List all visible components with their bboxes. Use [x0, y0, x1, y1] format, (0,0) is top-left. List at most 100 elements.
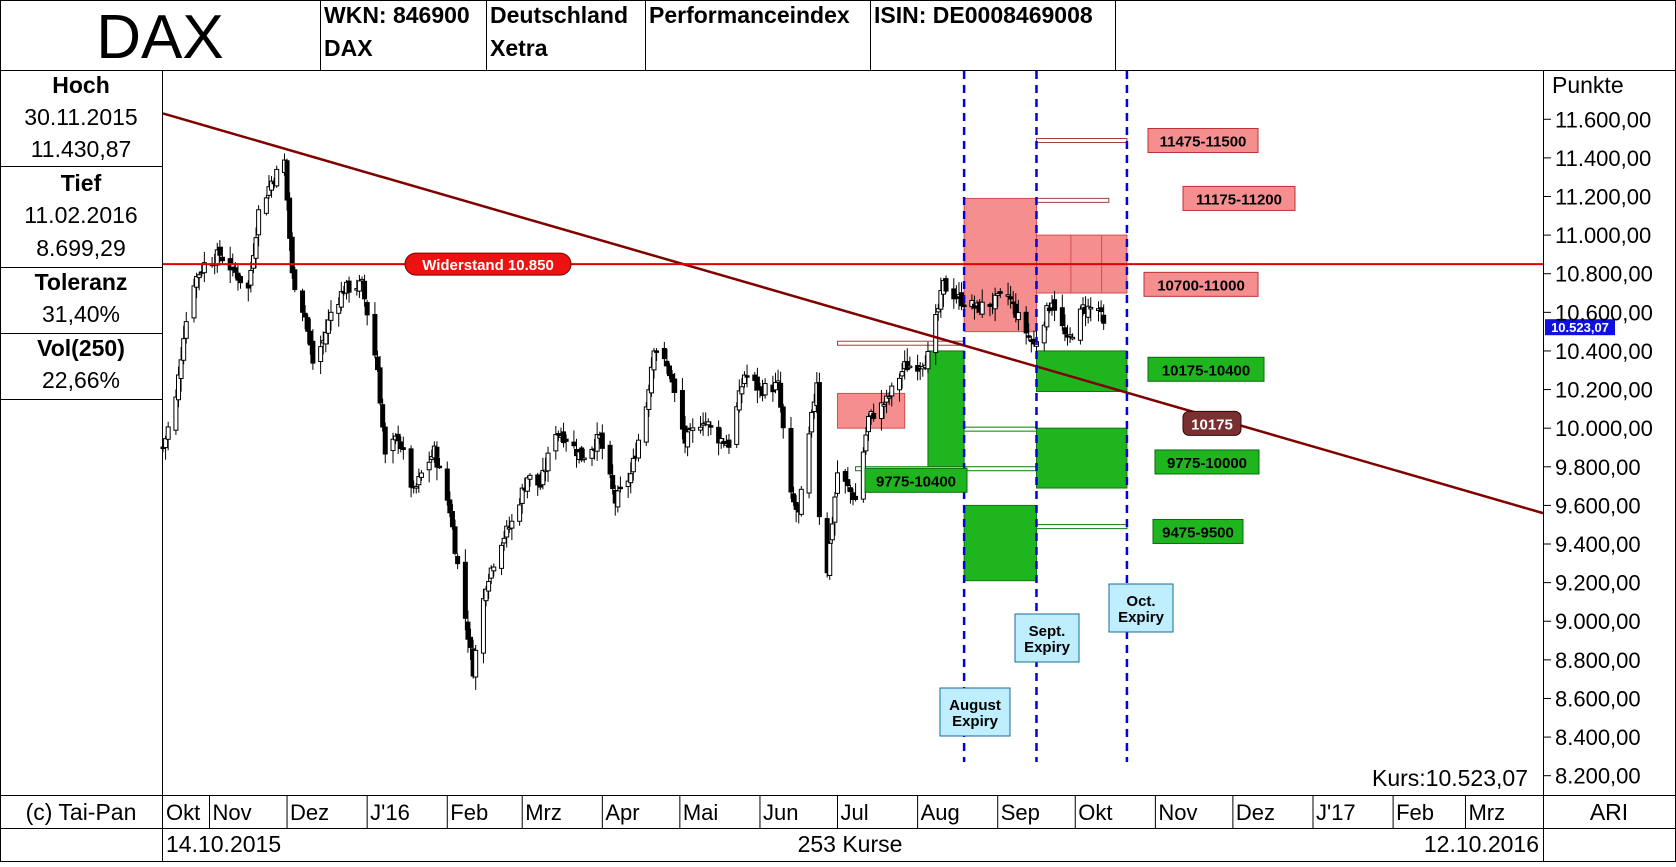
- expiry-label-box: [1014, 613, 1080, 663]
- last-price-label: 10.523,07: [1551, 320, 1609, 335]
- candle-body: [646, 389, 652, 410]
- y-tick-label: 11.000,00: [1555, 223, 1651, 248]
- y-tick-label: 11.200,00: [1555, 184, 1651, 209]
- x-tick-label: Dez: [290, 800, 329, 825]
- candle-body: [1062, 327, 1068, 335]
- candle-body: [253, 237, 259, 259]
- candle-body: [486, 581, 492, 592]
- x-tick-label: Okt: [1078, 800, 1112, 825]
- y-tick-label: 8.400,00: [1555, 725, 1641, 750]
- green-zone: [927, 350, 965, 468]
- candle-body: [362, 280, 368, 300]
- header-title: DAX: [96, 3, 223, 72]
- y-tick-label: 10.400,00: [1555, 339, 1653, 364]
- candle-body: [1067, 334, 1073, 337]
- expiry-label-box: [1108, 583, 1174, 633]
- y-tick-label: 10.600,00: [1555, 300, 1653, 325]
- resistance-label: Widerstand 10.850: [422, 257, 554, 274]
- candle-body: [1085, 305, 1091, 318]
- y-tick-label: 11.600,00: [1555, 107, 1651, 132]
- candle-body: [553, 434, 559, 452]
- candle-body: [509, 520, 515, 529]
- candle-body: [607, 444, 613, 475]
- zone-label-box: [1182, 185, 1296, 211]
- candle-body: [444, 468, 450, 501]
- candle-body: [829, 523, 835, 541]
- candle-body: [196, 274, 202, 279]
- candle-body: [705, 421, 711, 426]
- candle-body: [426, 461, 432, 471]
- candle-body: [499, 544, 505, 569]
- candle-body: [163, 438, 169, 449]
- candle-body: [380, 404, 386, 428]
- x-tick-label: Mrz: [1468, 800, 1505, 825]
- candle-body: [519, 487, 525, 504]
- candle-body: [809, 411, 815, 433]
- candle-body: [617, 486, 623, 490]
- candle-body: [310, 340, 316, 364]
- y-tick-label: 9.000,00: [1555, 609, 1641, 634]
- candle-body: [219, 256, 225, 262]
- x-tick-label: Dez: [1236, 800, 1275, 825]
- candle-body: [581, 457, 587, 461]
- candle-body: [416, 476, 422, 486]
- candle-body: [269, 180, 275, 191]
- candle-body: [390, 438, 396, 452]
- candle-body: [845, 479, 851, 487]
- candle-body: [1023, 311, 1029, 334]
- candle-body: [1044, 305, 1050, 328]
- candle-body: [594, 434, 600, 452]
- candle-body: [630, 457, 636, 473]
- candle-body: [672, 378, 678, 393]
- candle-body: [214, 249, 220, 266]
- green-zone: [963, 504, 1037, 582]
- candle-body: [599, 432, 605, 449]
- zone-label: 10175: [1191, 416, 1233, 433]
- y-tick-label: 11.400,00: [1555, 146, 1651, 171]
- candle-body: [483, 588, 489, 602]
- candle-body: [540, 469, 546, 486]
- candle-body: [1070, 336, 1076, 340]
- header-index-type: Performanceindex: [649, 2, 850, 28]
- stat-low-date: 11.02.2016: [24, 202, 137, 228]
- y-tick-label: 9.600,00: [1555, 493, 1641, 518]
- candle-body: [1088, 306, 1094, 310]
- x-tick-label: Nov: [1158, 800, 1197, 825]
- zone-label-box: [1154, 449, 1260, 475]
- expiry-label: Sept.: [1029, 623, 1066, 640]
- candle-body: [907, 365, 913, 369]
- candle-body: [778, 382, 784, 408]
- candle-body: [754, 376, 760, 391]
- candle-body: [1077, 308, 1083, 341]
- x-tick-label: J'16: [370, 800, 410, 825]
- x-tick-label: J'17: [1316, 800, 1356, 825]
- candle-body: [1046, 307, 1052, 312]
- candle-body: [336, 303, 342, 314]
- stat-high-label: Hoch: [52, 72, 110, 98]
- candle-body: [356, 280, 362, 292]
- candle-body: [951, 288, 957, 300]
- candle-body: [338, 291, 344, 308]
- y-tick-label: 9.400,00: [1555, 532, 1641, 557]
- candle-body: [757, 386, 763, 389]
- candle-body: [718, 438, 724, 444]
- x-tick-label: Okt: [166, 800, 200, 825]
- candle-body: [382, 426, 388, 455]
- candle-body: [780, 406, 786, 429]
- candle-body: [628, 473, 634, 484]
- y-tick-label: 8.200,00: [1555, 764, 1641, 789]
- candle-body: [1080, 304, 1086, 309]
- candle-body: [661, 347, 667, 360]
- header-country: Deutschland: [490, 2, 628, 28]
- candle-body: [772, 382, 778, 391]
- candle-body: [300, 290, 306, 313]
- stat-high-date: 30.11.2015: [24, 104, 137, 130]
- candle-body: [359, 278, 365, 282]
- candle-body: [648, 366, 654, 394]
- candle-body: [762, 383, 768, 396]
- candle-body: [318, 346, 324, 363]
- candle-body: [897, 377, 903, 391]
- candle-body: [708, 425, 714, 428]
- candle-body: [700, 423, 706, 426]
